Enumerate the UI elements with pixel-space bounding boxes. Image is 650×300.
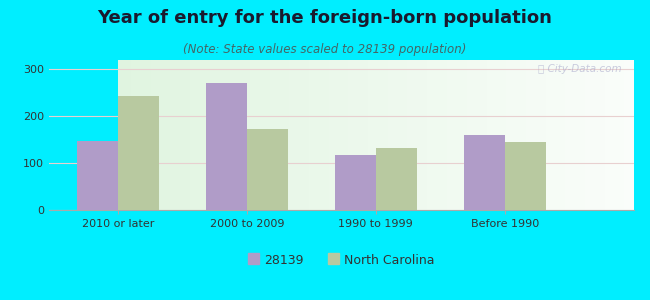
Bar <box>205 83 247 210</box>
Bar <box>463 135 505 210</box>
Legend: 28139, North Carolina: 28139, North Carolina <box>248 254 435 267</box>
Text: Ⓢ City-Data.com: Ⓢ City-Data.com <box>538 64 622 74</box>
Text: (Note: State values scaled to 28139 population): (Note: State values scaled to 28139 popu… <box>183 44 467 56</box>
Bar <box>335 155 376 210</box>
Bar <box>376 148 417 210</box>
Bar <box>247 129 288 210</box>
Text: Year of entry for the foreign-born population: Year of entry for the foreign-born popul… <box>98 9 552 27</box>
Bar <box>505 142 546 210</box>
Bar <box>118 96 159 210</box>
Bar <box>77 141 118 210</box>
